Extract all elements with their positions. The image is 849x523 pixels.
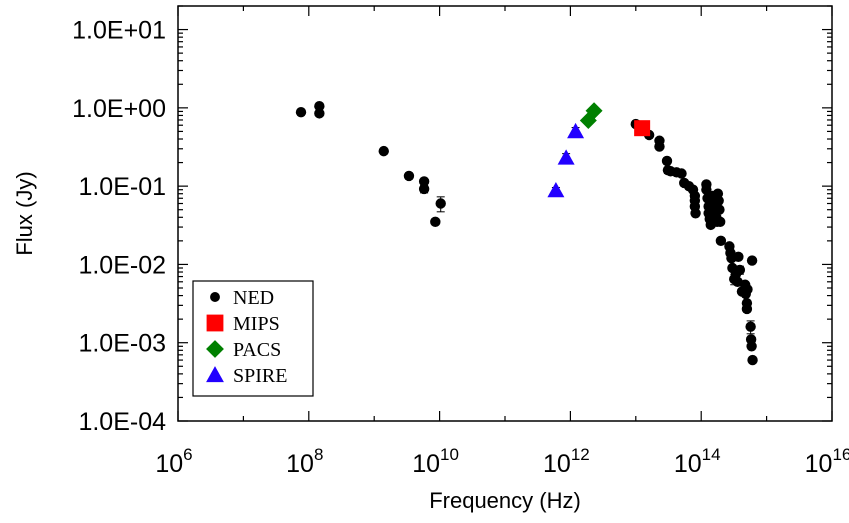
legend-mips-marker xyxy=(206,314,224,332)
x-tick-label-exponent: 6 xyxy=(183,445,192,464)
error-bars xyxy=(297,107,755,335)
spire-point xyxy=(547,181,565,198)
x-tick-label: 1010 xyxy=(412,445,459,478)
x-tick-label-exponent: 10 xyxy=(440,445,459,464)
y-tick-label: 1.0E-01 xyxy=(78,173,166,201)
ned-point xyxy=(403,170,415,182)
ned-point xyxy=(314,100,325,112)
ned-point xyxy=(746,341,757,352)
ned-point xyxy=(734,264,746,276)
x-tick-label-base: 10 xyxy=(805,450,833,478)
legend-pacs-marker xyxy=(206,340,224,358)
x-tick-label-base: 10 xyxy=(543,450,571,478)
x-tick-label: 1012 xyxy=(543,445,590,478)
ned-point xyxy=(690,208,701,219)
pacs-point xyxy=(585,102,603,120)
x-tick-label-exponent: 16 xyxy=(832,445,849,464)
ned-point xyxy=(714,204,725,215)
ned-point xyxy=(654,141,665,152)
legend-spire-label: SPIRE xyxy=(233,365,287,387)
x-tick-label-exponent: 12 xyxy=(571,445,590,464)
ned-point xyxy=(430,216,441,228)
y-tick-label: 1.0E-02 xyxy=(78,251,166,279)
x-tick-label-base: 10 xyxy=(286,450,314,478)
ned-point xyxy=(715,235,727,247)
legend-ned-label: NED xyxy=(233,287,274,309)
x-tick-label-exponent: 14 xyxy=(702,445,721,464)
y-tick-label: 1.0E+00 xyxy=(72,95,166,123)
x-tick-label-base: 10 xyxy=(412,450,440,478)
spire-point xyxy=(557,149,575,165)
y-tick-label: 1.0E-04 xyxy=(78,408,166,436)
legend-ned-marker xyxy=(210,292,220,302)
y-tick-label: 1.0E+01 xyxy=(72,17,166,45)
tick-labels: 106 108 1010 1012 1014 10161.0E+011.0E+001.0E… xyxy=(72,17,849,478)
ned-point xyxy=(713,195,724,206)
ned-point xyxy=(418,183,430,195)
ned-point xyxy=(435,198,446,209)
y-axis-title: Flux (Jy) xyxy=(12,171,37,255)
ned-point xyxy=(741,303,753,315)
x-tick-label: 1016 xyxy=(805,445,849,478)
spire-point xyxy=(567,122,585,139)
ned-point xyxy=(378,145,389,157)
ned-point xyxy=(746,255,758,266)
data-points xyxy=(295,100,758,366)
legend-mips-label: MIPS xyxy=(233,313,280,335)
mips-point xyxy=(634,120,651,137)
ned-point xyxy=(747,354,758,366)
x-tick-label: 108 xyxy=(286,445,323,478)
ned-point xyxy=(742,284,753,295)
legend: NED MIPS PACS SPIRE xyxy=(192,280,314,397)
x-tick-label-base: 10 xyxy=(674,450,702,478)
legend-spire-marker xyxy=(206,366,224,383)
axis-ticks xyxy=(177,5,833,422)
x-tick-label-base: 10 xyxy=(155,450,183,478)
ned-point xyxy=(295,106,307,118)
x-tick-label: 106 xyxy=(155,445,192,478)
legend-pacs-label: PACS xyxy=(233,339,281,361)
ned-point xyxy=(418,176,430,187)
ned-point xyxy=(714,216,726,228)
ned-point xyxy=(733,251,744,263)
ned-point xyxy=(661,155,673,167)
ned-point xyxy=(676,168,687,179)
ned-point xyxy=(314,108,325,119)
x-tick-label-exponent: 8 xyxy=(314,445,323,464)
x-axis-title: Frequency (Hz) xyxy=(429,488,581,513)
ned-point xyxy=(745,321,756,332)
x-tick-label: 1014 xyxy=(674,445,721,478)
y-tick-label: 1.0E-03 xyxy=(78,330,166,358)
